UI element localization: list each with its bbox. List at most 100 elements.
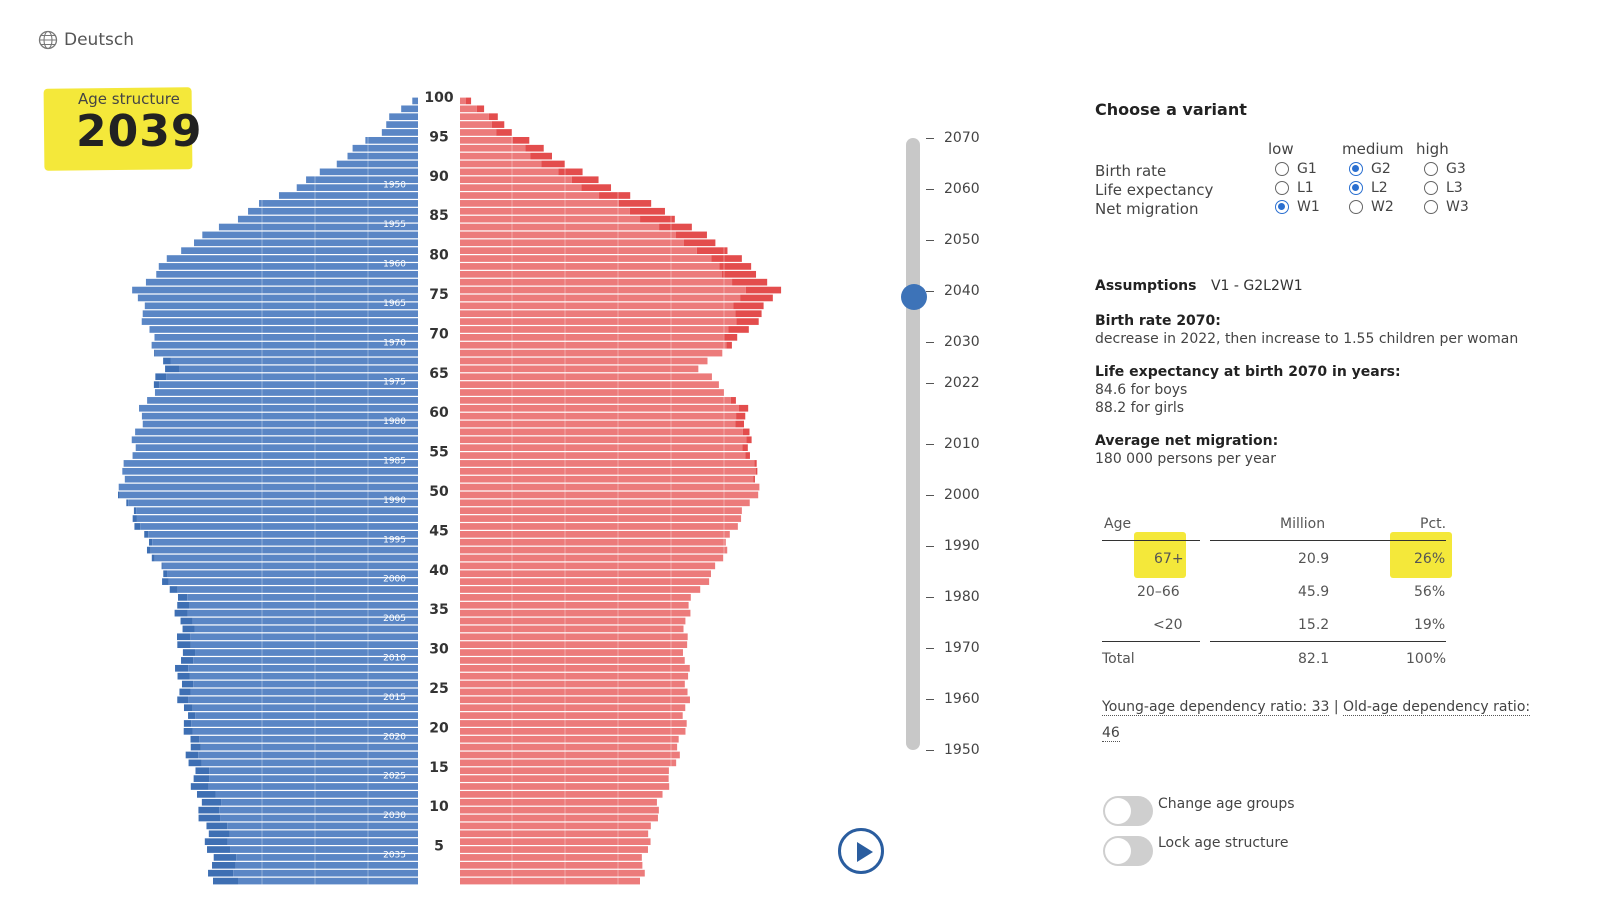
male-bar — [194, 239, 418, 247]
female-bar — [460, 278, 733, 286]
table-rule — [1210, 540, 1446, 541]
male-bar — [135, 444, 419, 451]
female-bar — [460, 365, 699, 373]
male-bar — [124, 475, 419, 483]
male-bar-surplus — [201, 798, 222, 806]
play-button[interactable] — [838, 828, 884, 874]
female-bar-surplus — [735, 310, 762, 318]
female-bar-surplus — [723, 334, 738, 341]
male-bar-surplus — [118, 491, 120, 499]
male-bar-surplus — [183, 728, 193, 735]
radio-w3[interactable]: W3 — [1424, 199, 1469, 215]
table-row-age: 20–66 — [1137, 584, 1180, 600]
male-bar — [412, 97, 418, 105]
female-bar — [460, 586, 701, 593]
radio-g3[interactable]: G3 — [1424, 161, 1466, 177]
female-bar — [460, 546, 728, 554]
old-dependency-ratio-value[interactable]: 46 — [1102, 725, 1120, 742]
female-bar — [460, 200, 619, 207]
male-bar — [347, 152, 418, 160]
male-bar — [193, 680, 418, 688]
male-bar — [401, 105, 418, 113]
radio-label: W2 — [1371, 199, 1394, 215]
table-row-million: 45.9 — [1298, 584, 1330, 600]
male-bar — [170, 357, 418, 365]
female-bar — [460, 373, 712, 381]
radio-w2[interactable]: W2 — [1349, 199, 1394, 215]
male-bar — [202, 231, 418, 239]
female-bar — [460, 562, 716, 570]
language-switch[interactable]: Deutsch — [38, 30, 134, 50]
female-bar — [460, 247, 697, 254]
age-axis-label: 5 — [434, 839, 444, 855]
table-header-million: Million — [1280, 516, 1326, 532]
lock-age-structure-label: Lock age structure — [1158, 835, 1289, 851]
male-bar-surplus — [208, 830, 230, 838]
lock-age-structure-toggle[interactable] — [1103, 836, 1153, 866]
radio-w1[interactable]: W1 — [1275, 199, 1320, 215]
male-bar — [220, 814, 418, 822]
young-dependency-ratio[interactable]: Young-age dependency ratio: 33 — [1102, 699, 1330, 716]
male-bar — [199, 735, 418, 743]
change-age-groups-toggle[interactable] — [1103, 796, 1153, 826]
female-bar-surplus — [675, 231, 707, 239]
female-bar-surplus — [525, 144, 544, 152]
male-bar-surplus — [153, 381, 160, 388]
female-bar-surplus — [746, 436, 752, 444]
age-axis-label: 90 — [429, 169, 449, 185]
radio-l1[interactable]: L1 — [1275, 180, 1314, 196]
assumptions-code: V1 - G2L2W1 — [1210, 278, 1303, 294]
male-bar — [238, 877, 418, 885]
female-bar — [460, 846, 648, 853]
female-bar — [460, 798, 657, 806]
old-dependency-ratio[interactable]: Old-age dependency ratio: — [1343, 699, 1531, 716]
female-bar — [460, 657, 685, 664]
female-bar — [460, 751, 680, 759]
language-label: Deutsch — [64, 30, 134, 50]
table-row-million: 15.2 — [1298, 617, 1330, 633]
female-bar — [460, 397, 731, 404]
male-bar — [155, 349, 418, 357]
radio-l3[interactable]: L3 — [1424, 180, 1463, 196]
male-bar-surplus — [188, 759, 202, 767]
female-bar-surplus — [721, 270, 757, 278]
life-girls: 88.2 for girls — [1095, 400, 1185, 416]
radio-l2[interactable]: L2 — [1349, 180, 1388, 196]
male-bar-surplus — [188, 712, 196, 719]
year-slider-track[interactable] — [906, 138, 920, 750]
male-bar-surplus — [146, 546, 151, 554]
birth-year-label: 1970 — [383, 338, 406, 348]
male-bar — [132, 286, 419, 294]
female-bar — [460, 467, 756, 475]
female-bar — [460, 168, 559, 176]
migration-title: Average net migration: — [1095, 433, 1279, 449]
female-bar — [460, 814, 658, 822]
timeline-tick: 2010 — [926, 436, 980, 452]
female-bar — [460, 105, 477, 113]
birth-year-label: 2035 — [383, 850, 406, 860]
male-bar — [150, 546, 418, 554]
year-slider-thumb[interactable] — [901, 284, 927, 310]
assumptions-label: Assumptions — [1095, 278, 1197, 294]
radio-g1[interactable]: G1 — [1275, 161, 1317, 177]
age-structure-label: Age structure — [78, 90, 180, 108]
female-bar — [460, 144, 526, 152]
male-bar — [233, 869, 418, 877]
female-bar — [460, 767, 669, 775]
female-bar — [460, 649, 683, 656]
male-bar — [158, 263, 419, 270]
male-bar-surplus — [185, 751, 199, 759]
age-axis-label: 40 — [429, 563, 449, 579]
female-bar — [460, 578, 710, 585]
radio-g2[interactable]: G2 — [1349, 161, 1391, 177]
female-bar — [460, 783, 670, 790]
timeline-tick: 2000 — [926, 487, 980, 503]
radio-circle — [1275, 200, 1289, 214]
male-bar-surplus — [165, 365, 180, 373]
male-bar — [237, 215, 418, 223]
radio-circle — [1349, 162, 1363, 176]
male-bar — [201, 759, 418, 767]
female-bar — [460, 318, 737, 325]
male-bar — [142, 310, 418, 318]
male-bar — [144, 302, 418, 310]
